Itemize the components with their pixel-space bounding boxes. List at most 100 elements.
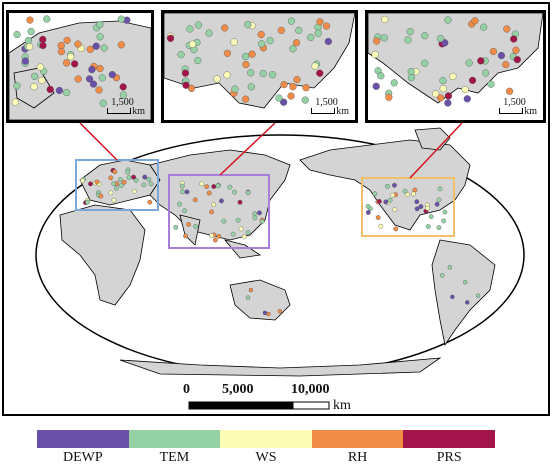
europe-station-dot [141, 182, 147, 188]
inset-asia-station-dot [242, 60, 250, 69]
legend-swatch-prs [403, 430, 495, 448]
north-america-station-dot [365, 210, 371, 215]
inset-europe-station-dot [57, 41, 65, 50]
inset-asia-station-dot [289, 45, 297, 53]
inset-north-america-station-dot [439, 85, 447, 93]
europe-station-dot [117, 177, 123, 182]
asia-station-dot [180, 189, 185, 195]
inset-asia-station-dot [292, 39, 301, 47]
south-america-station-dot [463, 280, 468, 285]
inset-asia-station-dot [301, 96, 309, 104]
inset-north-america-station-dot [407, 74, 416, 82]
inset-europe-station-dot [119, 91, 128, 99]
inset-asia-station-dot [213, 75, 221, 83]
asia-station-dot [212, 237, 218, 243]
inset-asia-station-dot [287, 17, 296, 25]
inset-north-america-station-dot [437, 94, 445, 102]
inset-europe-station-dot [46, 85, 54, 94]
north-america-station-dot [383, 199, 389, 205]
connector-lines [79, 122, 463, 179]
connector-europe [79, 122, 118, 161]
inset-north-america-station-dot [513, 56, 521, 64]
europe-station-dot [121, 179, 127, 185]
inset-europe-station-dot [24, 36, 32, 45]
north-america-station-dot [385, 183, 390, 189]
north-america-station-dot [411, 191, 416, 197]
inset-asia-scale-value: 1,500 [315, 97, 338, 108]
inset-north-america-scalebar: 1,500 km [499, 98, 537, 117]
inset-asia-station-dot [316, 69, 324, 77]
inset-north-america-scale-unit: km [524, 106, 537, 117]
legend-label-ws: WS [255, 450, 277, 465]
asia-station-dot [209, 209, 214, 215]
scalebar-tick-0: 0 [183, 382, 190, 397]
inset-asia-station-dot [223, 49, 232, 57]
south-america-station-dot [440, 273, 445, 278]
europe-station-dot [147, 199, 153, 205]
inset-asia-station-dot [293, 76, 301, 84]
inset-asia-station-dot [314, 29, 322, 37]
inset-europe-station-dot [96, 21, 104, 29]
asia-station-dot [183, 233, 188, 239]
inset-europe-station-dot [96, 33, 104, 41]
inset-europe-station-dot [39, 41, 47, 50]
europe-station-dot [146, 176, 152, 182]
inset-asia-station-dot [258, 40, 266, 48]
legend-colorbar [37, 430, 495, 448]
inset-europe-station-dot [98, 74, 106, 82]
inset-europe-station-dot [39, 35, 47, 44]
inset-asia-map [164, 13, 355, 109]
inset-europe-station-dot [57, 47, 65, 56]
inset-north-america-station-dot [463, 95, 471, 103]
inset-asia-station-dot [177, 51, 185, 59]
inset-europe-scale-value: 1,500 [111, 97, 134, 108]
inset-asia-station-dot [166, 34, 175, 42]
north-america-station-dot [393, 226, 399, 232]
inset-north-america-station-dot [471, 17, 479, 25]
legend-label-tem: TEM [159, 450, 190, 465]
europe-station-dot [148, 181, 154, 187]
inset-europe-station-dot [100, 44, 108, 52]
asia-station-dot [193, 223, 198, 229]
asia-station-dot [245, 230, 251, 235]
legend-label-dewp: DEWP [62, 450, 103, 465]
inset-europe-station-dot [26, 16, 34, 24]
inset-europe-station-dot [27, 27, 35, 36]
south-america-station-dot [447, 265, 453, 270]
legend-swatch-dewp [37, 430, 129, 448]
asia-station-dot [216, 233, 222, 239]
inset-asia-station-dot [289, 83, 297, 91]
inset-north-america-station-dot [439, 77, 447, 85]
inset-asia-station-dot [247, 69, 255, 77]
inset-north-america-station-dot [371, 50, 379, 59]
inset-europe-station-dot [21, 57, 29, 65]
asia-station-dot [232, 189, 237, 195]
inset-asia-station-dot [221, 24, 229, 32]
inset-north-america-station-dot [404, 36, 412, 44]
inset-asia-station-dot [223, 71, 231, 79]
inset-europe-station-dot [71, 60, 79, 68]
asia-station-dot [173, 224, 179, 230]
asia-station-dot [186, 222, 191, 227]
asia-station-dot [241, 234, 247, 240]
europe-station-dot [85, 199, 90, 205]
inset-europe-station-dot [63, 36, 71, 44]
inset-asia: 1,500 km [161, 10, 358, 123]
inset-north-america-station-dot [390, 79, 398, 87]
inset-north-america-station-dot [444, 99, 452, 107]
asia-station-dot [221, 218, 227, 224]
india-land [179, 214, 201, 246]
north-america-station-dot [392, 182, 397, 188]
inset-asia-station-dot [277, 26, 285, 34]
inset-north-america-station-dot [406, 28, 414, 36]
north-america-station-dot [372, 191, 378, 197]
asia-station-dot [206, 190, 212, 196]
inset-asia-station-dot [182, 81, 190, 89]
region-box-asia [168, 174, 270, 249]
europe-station-dot [113, 185, 119, 191]
inset-europe-scalebar: 1,500 km [107, 98, 145, 117]
inset-asia-station-dot [316, 18, 324, 26]
inset-europe-station-dot [74, 40, 82, 48]
inset-north-america-station-dot [385, 93, 393, 101]
